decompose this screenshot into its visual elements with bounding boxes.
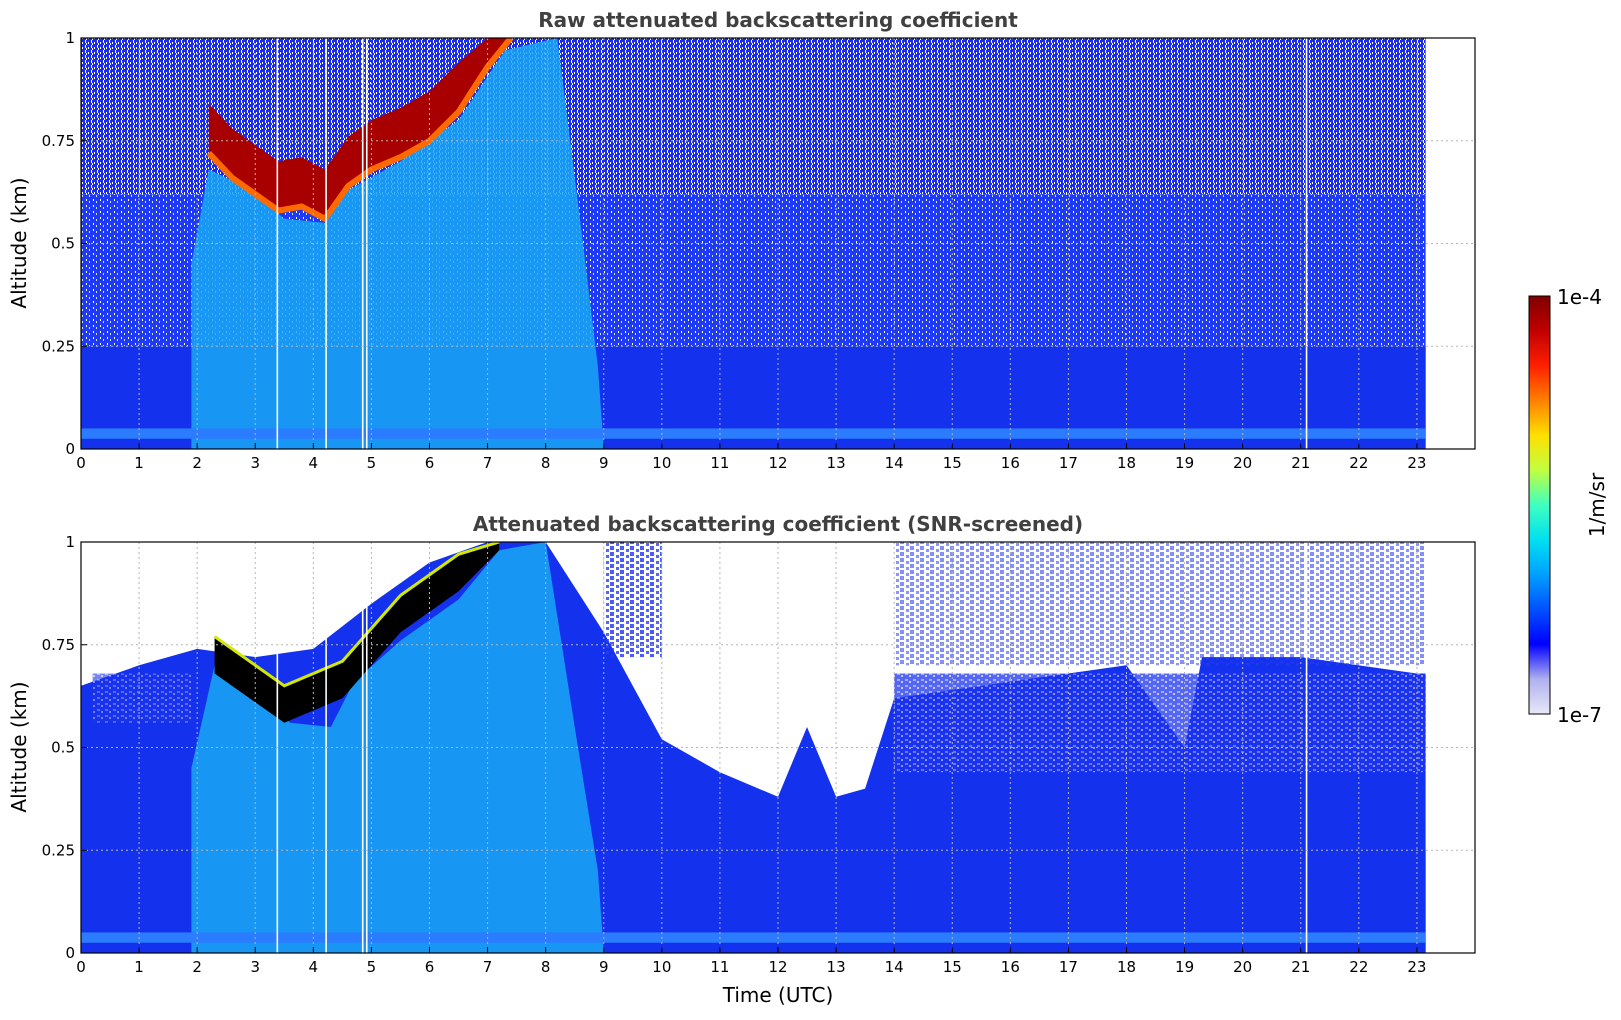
x-tick-label: 13 bbox=[827, 454, 846, 472]
x-tick-label: 0 bbox=[76, 454, 86, 472]
x-tick-label: 3 bbox=[250, 958, 260, 976]
x-tick-label: 12 bbox=[768, 454, 787, 472]
x-tick-label: 5 bbox=[367, 958, 377, 976]
haze-layer bbox=[894, 673, 1426, 773]
chart-title-screened: Attenuated backscattering coefficient (S… bbox=[473, 512, 1083, 536]
x-tick-label: 1 bbox=[134, 958, 144, 976]
x-tick-label: 11 bbox=[710, 454, 729, 472]
surface-stripe bbox=[81, 428, 1426, 439]
x-tick-label: 0 bbox=[76, 958, 86, 976]
noise-specks bbox=[603, 542, 662, 658]
y-axis-label-screened: Altitude (km) bbox=[7, 681, 31, 812]
x-tick-label: 4 bbox=[309, 454, 319, 472]
y-tick-label: 1 bbox=[65, 533, 75, 551]
x-tick-label: 17 bbox=[1059, 454, 1078, 472]
x-axis-raw: 0 1 2 3 4 5 6 7 8 9 10 11 12 13 14 15 16 17 18 19 20 21 22 23 bbox=[76, 443, 1426, 472]
x-tick-label: 13 bbox=[827, 958, 846, 976]
x-tick-label: 8 bbox=[541, 958, 551, 976]
x-tick-label: 9 bbox=[599, 958, 609, 976]
x-tick-label: 1 bbox=[134, 454, 144, 472]
y-axis-raw: 0 0.25 0.5 0.75 1 bbox=[42, 29, 87, 458]
x-tick-label: 18 bbox=[1117, 958, 1136, 976]
y-axis-screened: 0 0.25 0.5 0.75 1 bbox=[42, 533, 87, 962]
x-tick-label: 20 bbox=[1233, 958, 1252, 976]
y-tick-label: 0.5 bbox=[51, 739, 75, 757]
x-tick-label: 19 bbox=[1175, 958, 1194, 976]
y-tick-label: 0.25 bbox=[42, 337, 75, 355]
panel-screened: Attenuated backscattering coefficient (S… bbox=[7, 512, 1476, 1007]
x-tick-label: 18 bbox=[1117, 454, 1136, 472]
chart-title-raw: Raw attenuated backscattering coefficien… bbox=[538, 8, 1018, 32]
x-tick-label: 20 bbox=[1233, 454, 1252, 472]
haze-layer bbox=[92, 673, 192, 723]
colorbar-gradient bbox=[1528, 295, 1551, 715]
y-tick-label: 0.75 bbox=[42, 636, 75, 654]
colorbar: 1e-4 1e-7 1/m/sr bbox=[1528, 285, 1609, 727]
x-tick-label: 4 bbox=[309, 958, 319, 976]
x-tick-label: 8 bbox=[541, 454, 551, 472]
x-tick-label: 6 bbox=[425, 958, 435, 976]
saturated-cloud-band bbox=[214, 542, 500, 723]
gridlines-raw bbox=[81, 38, 1475, 449]
x-tick-label: 23 bbox=[1407, 454, 1426, 472]
x-tick-label: 12 bbox=[768, 958, 787, 976]
x-tick-label: 19 bbox=[1175, 454, 1194, 472]
colorbar-unit-label: 1/m/sr bbox=[1585, 472, 1609, 537]
x-tick-label: 9 bbox=[599, 454, 609, 472]
cloud-band bbox=[208, 38, 511, 219]
x-tick-label: 6 bbox=[425, 454, 435, 472]
x-tick-label: 3 bbox=[250, 454, 260, 472]
y-tick-label: 0.25 bbox=[42, 841, 75, 859]
x-tick-label: 15 bbox=[943, 454, 962, 472]
x-tick-label: 7 bbox=[483, 958, 493, 976]
x-tick-label: 11 bbox=[710, 958, 729, 976]
heatmap-raw bbox=[81, 38, 1426, 449]
noise-specks bbox=[894, 542, 1426, 666]
x-tick-label: 15 bbox=[943, 958, 962, 976]
x-tick-label: 2 bbox=[192, 454, 202, 472]
x-tick-label: 22 bbox=[1349, 454, 1368, 472]
gridlines-screened bbox=[81, 542, 1475, 953]
x-tick-label: 22 bbox=[1349, 958, 1368, 976]
x-tick-label: 14 bbox=[885, 454, 904, 472]
x-tick-label: 16 bbox=[1001, 454, 1020, 472]
x-tick-label: 14 bbox=[885, 958, 904, 976]
y-tick-label: 0.75 bbox=[42, 132, 75, 150]
y-axis-label-raw: Altitude (km) bbox=[7, 177, 31, 308]
colorbar-min-label: 1e-7 bbox=[1557, 703, 1602, 727]
x-tick-label: 5 bbox=[367, 454, 377, 472]
x-tick-label: 10 bbox=[652, 958, 671, 976]
colorbar-max-label: 1e-4 bbox=[1557, 285, 1602, 309]
panel-raw: Raw attenuated backscattering coefficien… bbox=[7, 8, 1476, 472]
x-axis-screened: 0 1 2 3 4 5 6 7 8 9 10 11 12 13 14 15 16 17 18 19 20 21 22 23 bbox=[76, 947, 1426, 976]
x-tick-label: 2 bbox=[192, 958, 202, 976]
y-tick-label: 1 bbox=[65, 29, 75, 47]
y-tick-label: 0.5 bbox=[51, 235, 75, 253]
x-tick-label: 21 bbox=[1291, 454, 1310, 472]
y-tick-label: 0 bbox=[65, 944, 75, 962]
x-axis-label: Time (UTC) bbox=[722, 983, 834, 1007]
surface-stripe bbox=[81, 932, 1426, 943]
x-tick-label: 10 bbox=[652, 454, 671, 472]
x-tick-label: 23 bbox=[1407, 958, 1426, 976]
x-tick-label: 16 bbox=[1001, 958, 1020, 976]
x-tick-label: 7 bbox=[483, 454, 493, 472]
x-tick-label: 21 bbox=[1291, 958, 1310, 976]
x-tick-label: 17 bbox=[1059, 958, 1078, 976]
y-tick-label: 0 bbox=[65, 440, 75, 458]
